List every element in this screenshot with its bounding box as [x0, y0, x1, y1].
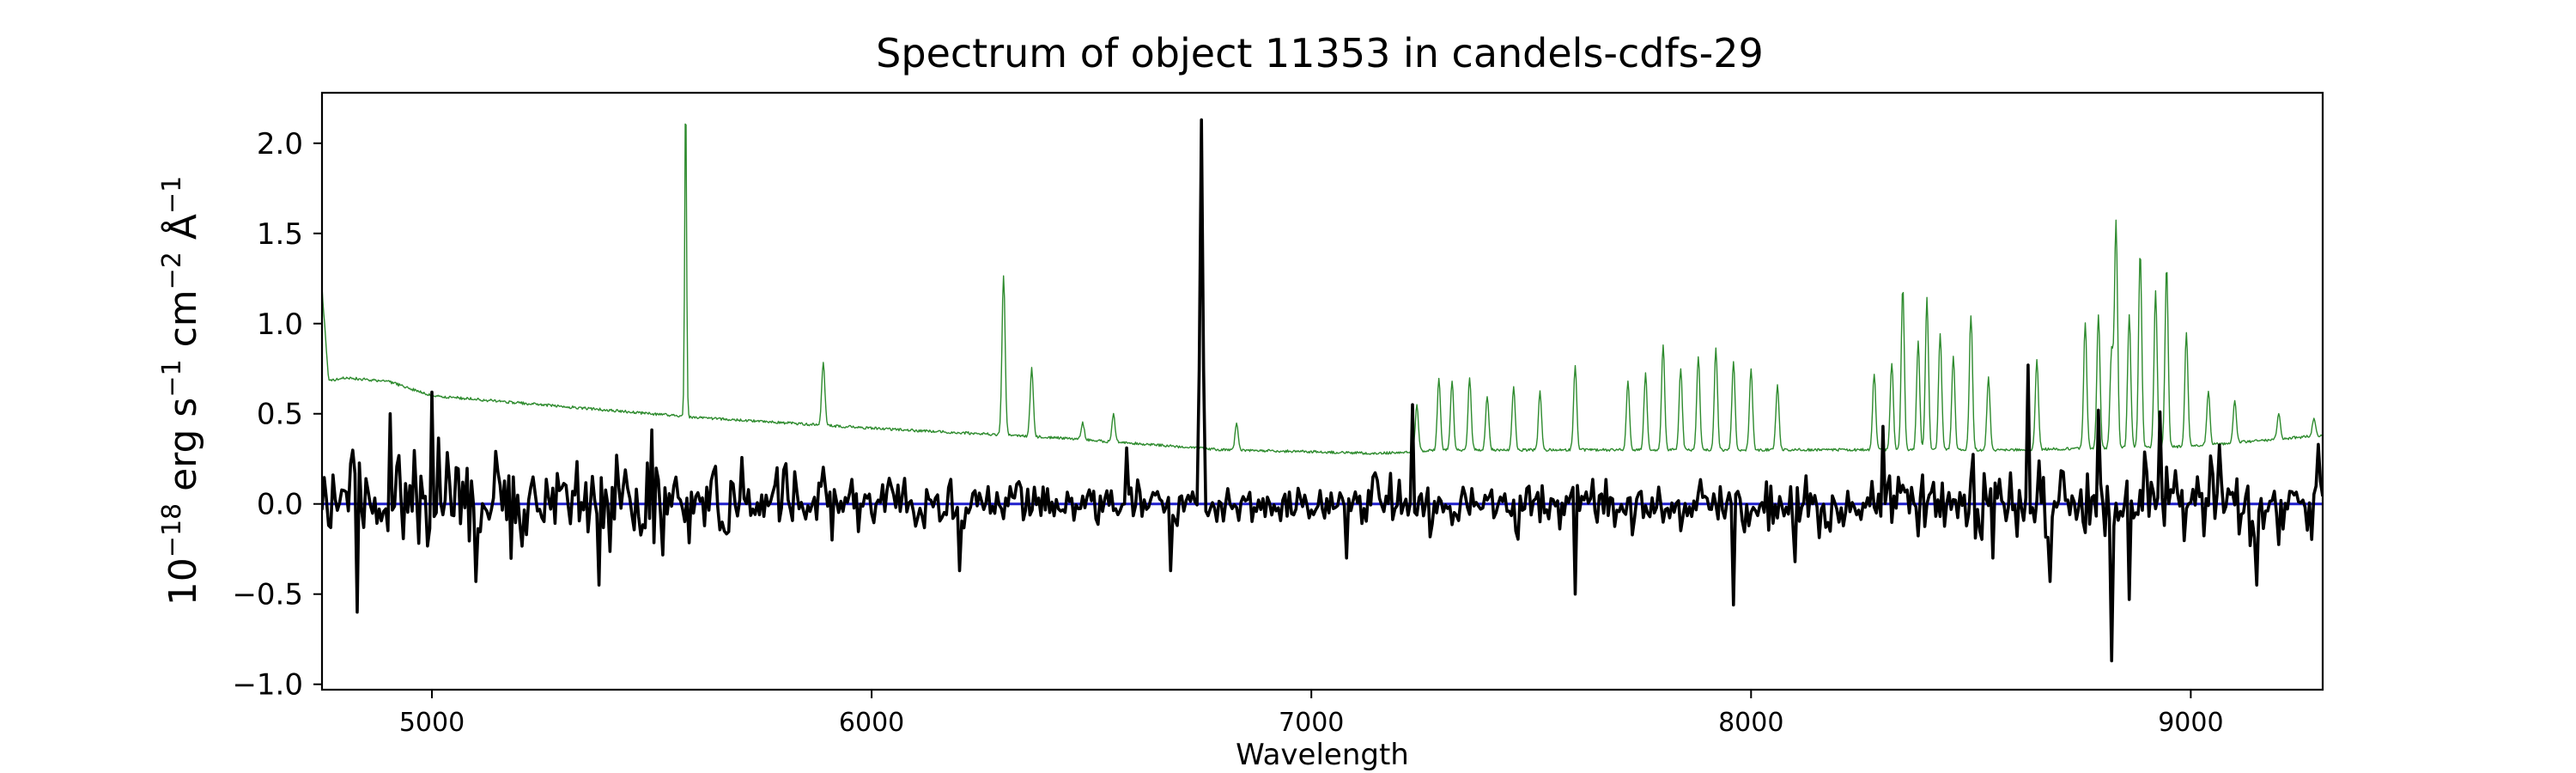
y-label-text: Å — [160, 214, 205, 252]
error-spectrum-line — [322, 123, 2323, 455]
y-tick-label: 0.0 — [257, 488, 303, 522]
y-tick-label: 2.0 — [257, 127, 303, 161]
y-label-text: 10 — [161, 557, 205, 606]
y-tick-label: 1.5 — [257, 217, 303, 252]
y-label-text: erg s — [161, 398, 205, 503]
y-tick-label: 1.0 — [257, 307, 303, 342]
y-tick-label: −1.0 — [232, 668, 303, 703]
y-tick-label: 0.5 — [257, 398, 303, 432]
x-axis: 5000 6000 7000 8000 9000 — [399, 690, 2224, 738]
flux-spectrum-line — [322, 118, 2323, 663]
y-tick-label: −0.5 — [232, 578, 303, 612]
y-axis-label: 10−18 erg s−1 cm−2 Å−1 — [157, 176, 205, 606]
y-axis: −1.0 −0.5 0.0 0.5 1.0 1.5 2.0 — [232, 127, 322, 703]
plot-area — [322, 118, 2323, 663]
x-tick-label: 7000 — [1279, 708, 1344, 738]
y-label-superscript: −2 — [157, 252, 187, 289]
x-tick-label: 5000 — [399, 708, 465, 738]
y-label-superscript: −1 — [157, 176, 187, 214]
x-axis-label: Wavelength — [1236, 738, 1409, 772]
x-tick-label: 6000 — [839, 708, 904, 738]
y-label-text: cm — [161, 289, 205, 359]
axes-frame — [320, 91, 2324, 691]
x-tick-label: 9000 — [2158, 708, 2223, 738]
y-label-superscript: −1 — [157, 359, 187, 397]
y-label-superscript: −18 — [157, 503, 187, 557]
chart-title: Spectrum of object 11353 in candels-cdfs… — [876, 30, 1764, 76]
x-tick-label: 8000 — [1718, 708, 1783, 738]
